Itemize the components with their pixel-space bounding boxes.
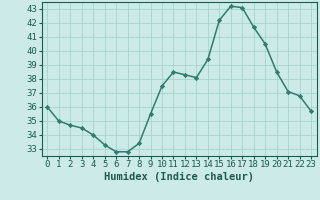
X-axis label: Humidex (Indice chaleur): Humidex (Indice chaleur) <box>104 172 254 182</box>
